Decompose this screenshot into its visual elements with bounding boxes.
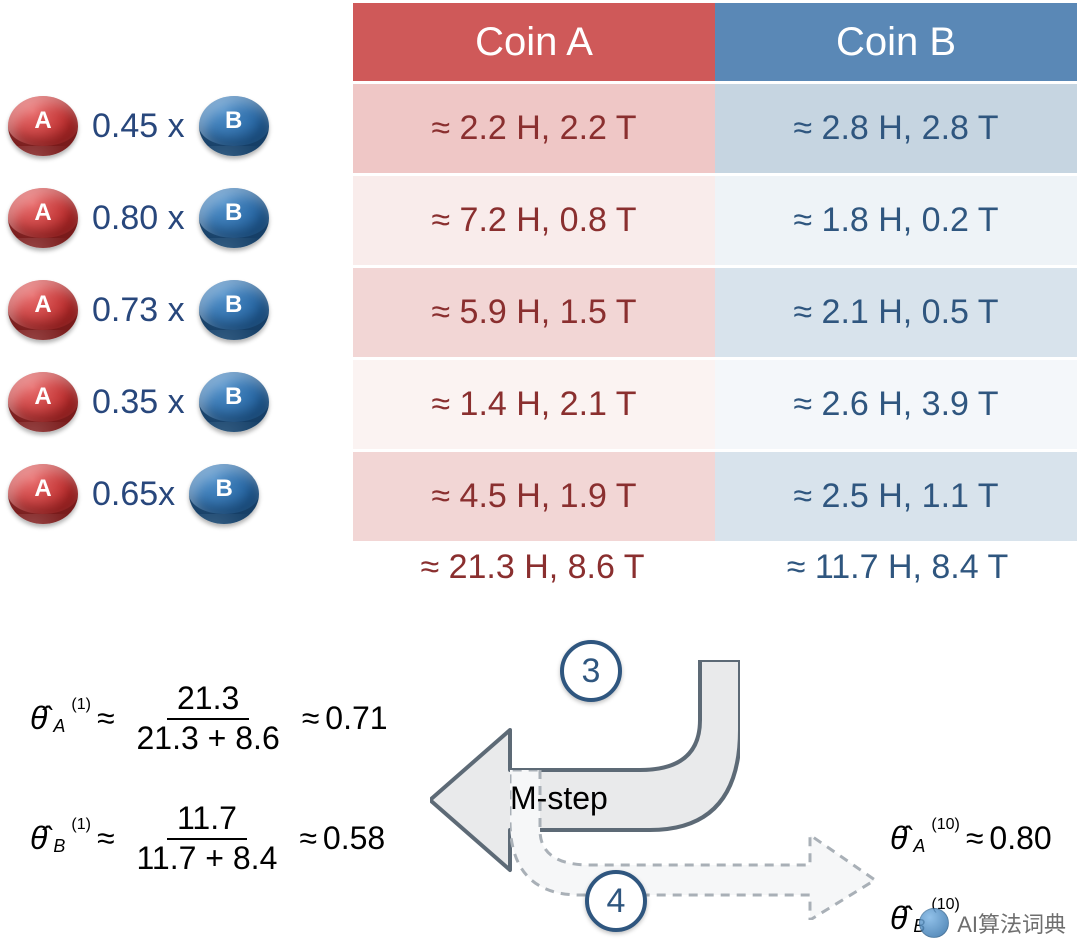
table-cell: ≈ 2.8 H, 2.8 T: [715, 81, 1077, 173]
table-cell: ≈ 2.1 H, 0.5 T: [715, 265, 1077, 357]
table-cell: ≈ 2.6 H, 3.9 T: [715, 357, 1077, 449]
ratio-label: 0.45 x: [92, 107, 185, 146]
superscript: (1): [71, 816, 91, 834]
step-4-badge: 4: [585, 870, 647, 932]
ratio-label: 0.35 x: [92, 383, 185, 422]
subscript: B: [53, 836, 65, 857]
mstep-label: M-step: [510, 780, 608, 817]
total-coin-b: ≈ 11.7 H, 8.4 T: [715, 548, 1080, 587]
approx-sign: ≈: [97, 700, 115, 737]
subscript: A: [913, 836, 925, 857]
approx-sign: ≈: [302, 700, 320, 737]
table-cell: ≈ 2.2 H, 2.2 T: [353, 81, 715, 173]
numerator: 11.7: [167, 800, 247, 840]
ratio-label: 0.65x: [92, 475, 175, 514]
table-cell: ≈ 7.2 H, 0.8 T: [353, 173, 715, 265]
column-totals: ≈ 21.3 H, 8.6 T ≈ 11.7 H, 8.4 T: [350, 548, 1080, 587]
watermark-icon: [919, 908, 949, 938]
watermark-text: AI算法词典: [957, 907, 1066, 939]
denominator: 21.3 + 8.6: [127, 720, 290, 758]
table-cell: ≈ 2.5 H, 1.1 T: [715, 449, 1077, 541]
coin-b-icon: B: [199, 96, 269, 156]
expectation-table: Coin A Coin B ≈ 2.2 H, 2.2 T ≈ 2.8 H, 2.…: [350, 0, 1080, 544]
superscript: (10): [931, 816, 959, 834]
fraction: 11.7 11.7 + 8.4: [127, 800, 288, 877]
equation-theta-a-10: A (10) ≈ 0.80: [890, 820, 1052, 857]
denominator: 11.7 + 8.4: [127, 840, 288, 878]
coin-a-icon: A: [8, 372, 78, 432]
approx-sign: ≈: [97, 820, 115, 857]
subscript: A: [53, 716, 65, 737]
coin-a-icon: A: [8, 188, 78, 248]
coin-row: A 0.73 x B: [0, 264, 350, 356]
equation-theta-b-1: B (1) ≈ 11.7 11.7 + 8.4 ≈ 0.58: [30, 800, 385, 877]
coin-b-icon: B: [199, 280, 269, 340]
result: 0.58: [323, 820, 385, 857]
equation-theta-a-1: A (1) ≈ 21.3 21.3 + 8.6 ≈ 0.71: [30, 680, 388, 757]
table-cell: ≈ 4.5 H, 1.9 T: [353, 449, 715, 541]
watermark: AI算法词典: [919, 907, 1066, 939]
coin-ratio-column: A 0.45 x B A 0.80 x B A 0.73 x B A 0.35 …: [0, 0, 350, 544]
coin-row: A 0.65x B: [0, 448, 350, 540]
numerator: 21.3: [167, 680, 249, 720]
theta-hat-icon: [890, 900, 907, 937]
table-header-coin-b: Coin B: [715, 3, 1077, 81]
approx-sign: ≈: [299, 820, 317, 857]
fraction: 21.3 21.3 + 8.6: [127, 680, 290, 757]
coin-b-icon: B: [199, 188, 269, 248]
coin-a-icon: A: [8, 96, 78, 156]
table-cell: ≈ 1.4 H, 2.1 T: [353, 357, 715, 449]
approx-sign: ≈: [966, 820, 984, 857]
coin-row: A 0.80 x B: [0, 172, 350, 264]
result: 0.80: [989, 820, 1051, 857]
step-3-badge: 3: [560, 640, 622, 702]
coin-b-icon: B: [189, 464, 259, 524]
coin-b-icon: B: [199, 372, 269, 432]
theta-hat-icon: [890, 820, 907, 857]
result: 0.71: [325, 700, 387, 737]
ratio-label: 0.73 x: [92, 291, 185, 330]
superscript: (1): [71, 696, 91, 714]
theta-hat-icon: [30, 820, 47, 857]
table-header-coin-a: Coin A: [353, 3, 715, 81]
theta-hat-icon: [30, 700, 47, 737]
coin-a-icon: A: [8, 280, 78, 340]
coin-a-icon: A: [8, 464, 78, 524]
table-cell: ≈ 5.9 H, 1.5 T: [353, 265, 715, 357]
coin-row: A 0.35 x B: [0, 356, 350, 448]
ratio-label: 0.80 x: [92, 199, 185, 238]
table-cell: ≈ 1.8 H, 0.2 T: [715, 173, 1077, 265]
coin-row: A 0.45 x B: [0, 80, 350, 172]
total-coin-a: ≈ 21.3 H, 8.6 T: [350, 548, 715, 587]
